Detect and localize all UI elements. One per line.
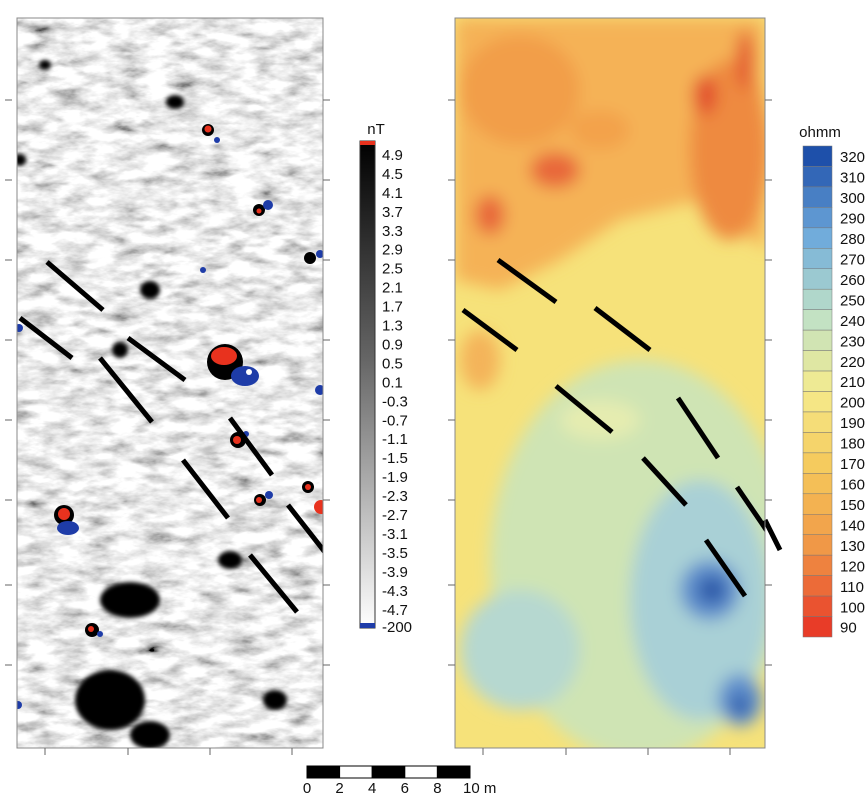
legend-label: 1.3 [382,318,403,335]
legend-label: -2.7 [382,507,408,524]
legend-label: -1.1 [382,431,408,448]
legend-swatch [803,310,832,330]
scale-label: 4 [368,780,376,795]
legend-label: 270 [840,251,865,268]
legend-swatch [803,494,832,514]
scale-bar: 0 2 4 6 8 10 m [303,766,497,795]
figure: nT 4.9 4.5 4.1 3.7 3.3 2.9 2.5 2.1 1.7 1.30.9 0.5 0… [0,0,867,795]
scale-label: 6 [401,780,409,795]
legend-label: 200 [840,395,865,412]
legend-swatch [803,351,832,371]
legend-label: 140 [840,517,865,534]
legend-label: 4.5 [382,166,403,183]
legend-swatch [803,473,832,493]
legend-swatch [803,514,832,534]
legend-label: -3.9 [382,564,408,581]
legend-label: -200 [382,619,412,636]
legend-label: 260 [840,272,865,289]
legend-label: 160 [840,477,865,494]
legend-label: 100 [840,599,865,616]
interpretation-line [765,520,780,550]
legend-label: 300 [840,190,865,207]
scale-label: 10 m [463,780,496,795]
scale-segment [372,766,405,778]
legend-swatch [803,330,832,350]
legend-swatch [803,432,832,452]
legend-swatch [803,535,832,555]
page: {"magnetic_legend": {"unit": "nT", "labe… [0,0,867,795]
legend-swatch [803,289,832,309]
legend-label: -1.5 [382,450,408,467]
resistivity-map [455,18,790,760]
legend-label: 110 [840,579,864,596]
legend-swatch [803,146,832,166]
scale-segment [340,766,373,778]
legend-label: 280 [840,231,865,248]
legend-swatch [803,371,832,391]
legend-label: 4.9 [382,147,403,164]
legend-swatches: 320 310 300 290 280 270 260 250 240 230 220 210 200 1… [803,146,865,637]
legend-label: 3.3 [382,223,403,240]
legend-swatch [803,207,832,227]
legend-swatch [803,248,832,268]
legend-label: 90 [840,620,857,637]
legend-label: 230 [840,333,865,350]
legend-label: 0.5 [382,355,403,372]
legend-label: 190 [840,415,865,432]
legend-label: -4.3 [382,583,408,600]
scale-segment [437,766,470,778]
legend-label: 0.9 [382,336,403,353]
legend-swatch [803,412,832,432]
legend-label: 170 [840,456,865,473]
legend-unit: nT [367,121,385,138]
legend-unit: ohmm [799,124,841,141]
legend-label: 3.7 [382,204,403,221]
legend-label: -3.1 [382,526,408,543]
legend-swatch [803,166,832,186]
legend-swatch [803,187,832,207]
legend-label: 240 [840,313,865,330]
legend-label: 0.1 [382,374,403,391]
legend-label: -0.3 [382,393,408,410]
legend-label: 130 [840,538,865,555]
legend-label: -0.7 [382,412,408,429]
legend-labels: 4.9 4.5 4.1 3.7 3.3 2.9 2.5 2.1 1.7 1.30.9 0.5 0.1 -… [382,147,412,636]
legend-swatch [803,596,832,616]
legend-ramp [360,141,375,628]
legend-swatch [803,453,832,473]
legend-swatch [803,228,832,248]
legend-swatch [803,617,832,637]
legend-label: 2.1 [382,280,403,297]
scale-label: 8 [433,780,441,795]
legend-label: 180 [840,436,865,453]
scale-segment [405,766,438,778]
legend-label: -4.7 [382,602,408,619]
scale-label: 2 [335,780,343,795]
legend-label: 310 [840,170,865,187]
legend-label: 290 [840,211,865,228]
legend-swatch [803,555,832,575]
legend-label: 250 [840,292,865,309]
legend-label: 320 [840,149,865,166]
legend-label: -1.9 [382,469,408,486]
legend-swatch [803,269,832,289]
legend-label: 150 [840,497,865,514]
scale-segment [307,766,340,778]
legend-label: 220 [840,354,865,371]
legend-label: 4.1 [382,185,403,202]
legend-label: -2.3 [382,488,408,505]
legend-label: 2.9 [382,242,403,259]
scale-label: 0 [303,780,311,795]
legend-label: 120 [840,558,865,575]
legend-label: 210 [840,374,865,391]
legend-label: -3.5 [382,545,408,562]
legend-swatch [803,392,832,412]
legend-label: 2.5 [382,261,403,278]
legend-max [360,141,375,145]
legend-min [360,623,375,628]
legend-swatch [803,576,832,596]
magnetometry-map [14,18,335,749]
legend-label: 1.7 [382,299,403,316]
